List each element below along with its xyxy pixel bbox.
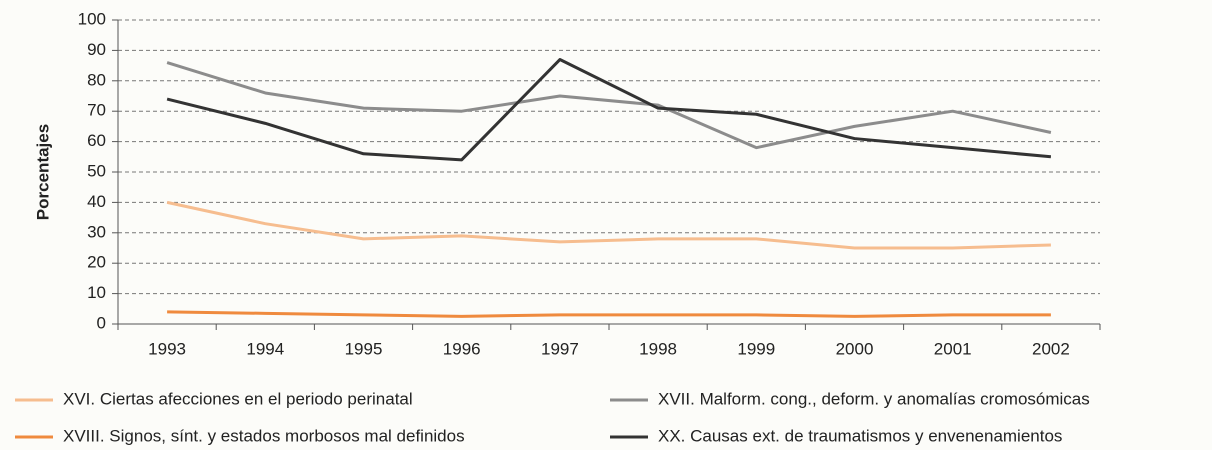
- x-tick-label: 2000: [836, 339, 874, 358]
- y-tick-label: 80: [87, 70, 106, 89]
- series-line: [166, 58, 1052, 162]
- series-line: [167, 310, 1051, 318]
- legend-label: XVII. Malform. cong., deform. y anomalía…: [658, 389, 1090, 408]
- x-tick-label: 1995: [345, 339, 383, 358]
- y-tick-label: 90: [87, 40, 106, 59]
- y-tick-label: 50: [87, 161, 106, 180]
- x-tick-label: 1996: [443, 339, 481, 358]
- y-tick-label: 0: [97, 313, 106, 332]
- y-tick-label: 10: [87, 283, 106, 302]
- series-line: [166, 200, 1051, 250]
- y-tick-label: 20: [87, 253, 106, 272]
- x-tick-label: 2001: [934, 339, 972, 358]
- y-tick-label: 40: [87, 192, 106, 211]
- series-line: [166, 61, 1052, 150]
- y-tick-label: 60: [87, 131, 106, 150]
- y-tick-label: 70: [87, 101, 106, 120]
- legend-label: XX. Causas ext. de traumatismos y envene…: [658, 426, 1062, 445]
- x-tick-label: 2002: [1032, 339, 1070, 358]
- y-tick-label: 30: [87, 222, 106, 241]
- x-tick-label: 1994: [246, 339, 284, 358]
- x-tick-label: 1997: [541, 339, 579, 358]
- x-tick-label: 1999: [737, 339, 775, 358]
- legend-label: XVIII. Signos, sínt. y estados morbosos …: [63, 426, 465, 445]
- x-tick-label: 1998: [639, 339, 677, 358]
- legend-label: XVI. Ciertas afecciones en el periodo pe…: [63, 389, 413, 408]
- y-axis-label: Porcentajes: [33, 124, 52, 220]
- x-tick-label: 1993: [148, 339, 186, 358]
- y-tick-label: 100: [78, 9, 106, 28]
